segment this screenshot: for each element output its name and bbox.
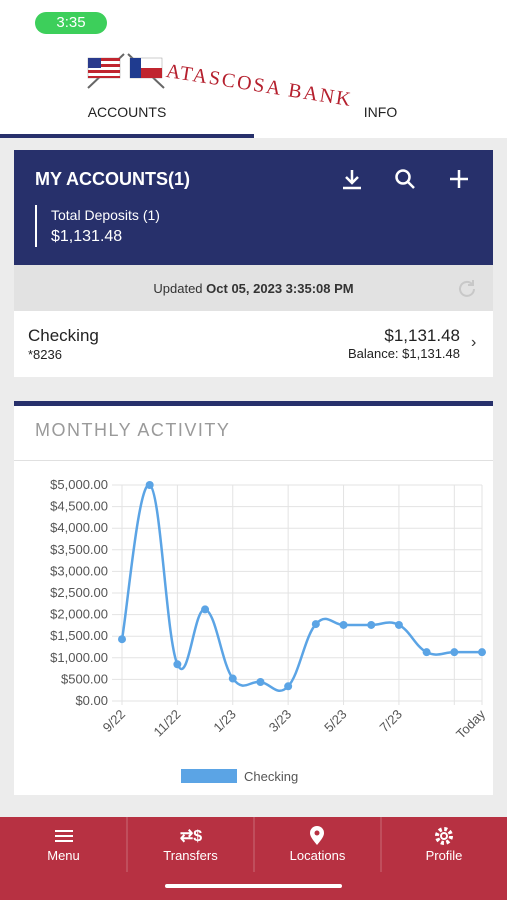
legend-swatch bbox=[181, 769, 237, 783]
line bbox=[120, 483, 482, 692]
tab[interactable]: INFO bbox=[363, 104, 398, 120]
point bbox=[145, 481, 154, 489]
point bbox=[201, 605, 210, 614]
status-time: 3:35 bbox=[35, 12, 107, 34]
nav-item[interactable]: Locations bbox=[289, 848, 346, 863]
nav-item[interactable]: Profile bbox=[425, 848, 463, 863]
account-amount: $1,131.48 bbox=[384, 326, 460, 345]
point bbox=[173, 660, 182, 669]
nav-item[interactable]: Menu bbox=[47, 848, 80, 863]
nav-item[interactable]: Transfers bbox=[163, 848, 218, 863]
account-number: *8236 bbox=[28, 347, 62, 362]
updated-label: Updated bbox=[153, 281, 203, 296]
point bbox=[422, 648, 431, 657]
y-tick-label: $4,500.00 bbox=[50, 499, 108, 514]
account-row[interactable] bbox=[14, 311, 493, 377]
tab[interactable]: ACCOUNTS bbox=[87, 104, 167, 120]
x-tick-label: 7/23 bbox=[377, 707, 406, 736]
x-tick-label: Today bbox=[453, 706, 488, 741]
total-value: $1,131.48 bbox=[51, 228, 123, 245]
x-tick-label: 1/23 bbox=[210, 707, 239, 736]
point bbox=[339, 620, 348, 629]
point bbox=[394, 620, 403, 629]
chart: $0.00 $500.00 $1,000.00 $1,500.00 $2,000.00 $… bbox=[50, 477, 488, 784]
chevron: › bbox=[471, 334, 477, 351]
y-tick-label: $3,500.00 bbox=[50, 542, 108, 557]
x-tick-label: 9/22 bbox=[100, 707, 129, 736]
point bbox=[311, 620, 320, 629]
divider bbox=[14, 460, 493, 461]
panel-title: MY ACCOUNTS(1) bbox=[35, 169, 191, 189]
point bbox=[118, 635, 126, 644]
total-label: Total Deposits (1) bbox=[51, 207, 160, 223]
card-top bbox=[14, 401, 493, 406]
y-tick-label: $5,000.00 bbox=[50, 477, 108, 492]
x-tick-label: 3/23 bbox=[266, 707, 295, 736]
logo-flags bbox=[87, 53, 165, 89]
y-tick-label: $2,000.00 bbox=[50, 607, 108, 622]
y-tick-label: $0.00 bbox=[75, 693, 108, 708]
account-balance: Balance: $1,131.48 bbox=[347, 346, 460, 361]
point bbox=[450, 648, 459, 657]
panel-bar bbox=[35, 205, 37, 247]
point bbox=[478, 648, 486, 657]
x-tick-label: 11/22 bbox=[151, 707, 184, 740]
nav-icons: ⇄$ bbox=[55, 817, 453, 888]
y-tick-label: $2,500.00 bbox=[50, 585, 108, 600]
y-tick-label: $3,000.00 bbox=[50, 563, 108, 578]
updated-time: Oct 05, 2023 3:35:08 PM bbox=[206, 281, 354, 296]
updated-text: Updated Oct 05, 2023 3:35:08 PM bbox=[14, 281, 493, 296]
point bbox=[367, 620, 376, 629]
activity-card bbox=[14, 406, 493, 795]
legend-label: Checking bbox=[244, 769, 298, 784]
x-tick-label: 5/23 bbox=[321, 707, 350, 736]
y-tick-label: $4,000.00 bbox=[50, 520, 108, 535]
y-tick-label: $1,500.00 bbox=[50, 628, 108, 643]
refresh-icon[interactable] bbox=[455, 277, 479, 301]
account-name: Checking bbox=[28, 326, 99, 345]
accounts-panel bbox=[14, 150, 493, 265]
y-tick-label: $500.00 bbox=[61, 671, 108, 686]
point bbox=[228, 674, 237, 683]
updated-strip bbox=[14, 265, 493, 311]
point bbox=[256, 677, 265, 686]
y-tick-label: $1,000.00 bbox=[50, 650, 108, 665]
panel-icons bbox=[343, 169, 468, 190]
svg-text:⇄$: ⇄$ bbox=[180, 828, 202, 845]
point bbox=[284, 682, 293, 691]
tab-indicator bbox=[0, 134, 254, 138]
activity-title: MONTHLY ACTIVITY bbox=[35, 420, 231, 440]
